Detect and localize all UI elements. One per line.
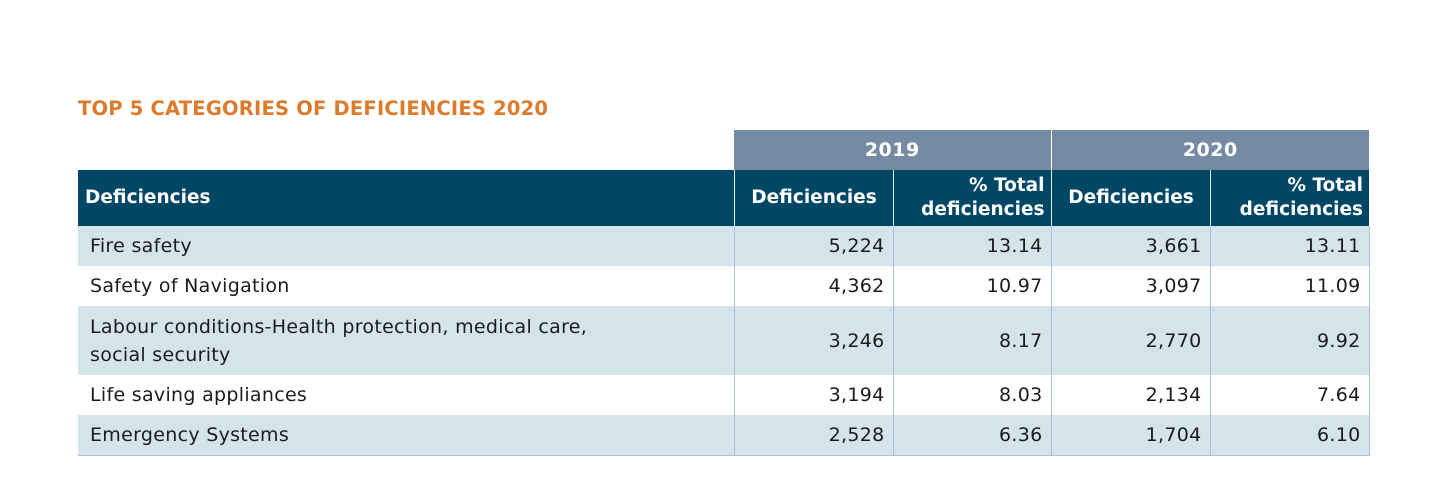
table-row: Emergency Systems 2,528 6.36 1,704 6.10 bbox=[78, 415, 1370, 456]
pct-2020-cell: 11.09 bbox=[1209, 266, 1370, 306]
pct-2020-cell: 6.10 bbox=[1209, 415, 1370, 456]
column-header-category: Deficiencies bbox=[78, 170, 734, 226]
table-row: Life saving appliances 3,194 8.03 2,134 … bbox=[78, 375, 1370, 415]
pct-2020-cell: 9.92 bbox=[1209, 306, 1370, 375]
year-header-2019: 2019 bbox=[734, 130, 1052, 170]
pct-2019-cell: 8.17 bbox=[892, 306, 1052, 375]
category-cell: Labour conditions-Health protection, med… bbox=[78, 306, 734, 375]
column-header-deficiencies-2019: Deficiencies bbox=[733, 170, 893, 226]
deficiencies-table: 2019 2020 Deficiencies Deficiencies % To… bbox=[78, 130, 1370, 456]
pct-header-line2: deficiencies bbox=[921, 199, 1045, 220]
deficiencies-2019-cell: 3,194 bbox=[733, 375, 893, 415]
deficiencies-2020-cell: 2,770 bbox=[1050, 306, 1211, 375]
category-line2: social security bbox=[90, 343, 231, 366]
deficiencies-2020-cell: 3,097 bbox=[1050, 266, 1211, 306]
pct-2019-cell: 6.36 bbox=[892, 415, 1052, 456]
category-cell: Safety of Navigation bbox=[78, 266, 734, 306]
year-header-2020: 2020 bbox=[1051, 130, 1370, 170]
deficiencies-2020-cell: 3,661 bbox=[1050, 226, 1211, 266]
column-header-pct-2019: % Total deficiencies bbox=[892, 170, 1052, 226]
deficiencies-2019-cell: 3,246 bbox=[733, 306, 893, 375]
table-row: Labour conditions-Health protection, med… bbox=[78, 306, 1370, 375]
pct-header-line2: deficiencies bbox=[1239, 199, 1364, 220]
category-cell: Fire safety bbox=[78, 226, 734, 266]
table-row: Safety of Navigation 4,362 10.97 3,097 1… bbox=[78, 266, 1370, 306]
pct-2020-cell: 13.11 bbox=[1209, 226, 1370, 266]
deficiencies-2020-cell: 1,704 bbox=[1050, 415, 1211, 456]
deficiencies-2019-cell: 5,224 bbox=[733, 226, 893, 266]
pct-header-line1: % Total bbox=[968, 175, 1045, 196]
year-header-row: 2019 2020 bbox=[78, 130, 1370, 170]
category-cell: Emergency Systems bbox=[78, 415, 734, 456]
table-row: Fire safety 5,224 13.14 3,661 13.11 bbox=[78, 226, 1370, 266]
table-title: TOP 5 CATEGORIES OF DEFICIENCIES 2020 bbox=[78, 97, 549, 120]
pct-2019-cell: 13.14 bbox=[892, 226, 1052, 266]
column-header-pct-2020: % Total deficiencies bbox=[1209, 170, 1370, 226]
deficiencies-2020-cell: 2,134 bbox=[1050, 375, 1211, 415]
pct-header-line1: % Total bbox=[1287, 175, 1364, 196]
pct-2020-cell: 7.64 bbox=[1209, 375, 1370, 415]
pct-2019-cell: 8.03 bbox=[892, 375, 1052, 415]
category-line1: Labour conditions-Health protection, med… bbox=[90, 315, 588, 338]
deficiencies-2019-cell: 2,528 bbox=[733, 415, 893, 456]
deficiencies-2019-cell: 4,362 bbox=[733, 266, 893, 306]
column-header-deficiencies-2020: Deficiencies bbox=[1050, 170, 1211, 226]
pct-2019-cell: 10.97 bbox=[892, 266, 1052, 306]
category-cell: Life saving appliances bbox=[78, 375, 734, 415]
year-header-blank bbox=[78, 130, 734, 170]
column-header-row: Deficiencies Deficiencies % Total defici… bbox=[78, 170, 1370, 226]
